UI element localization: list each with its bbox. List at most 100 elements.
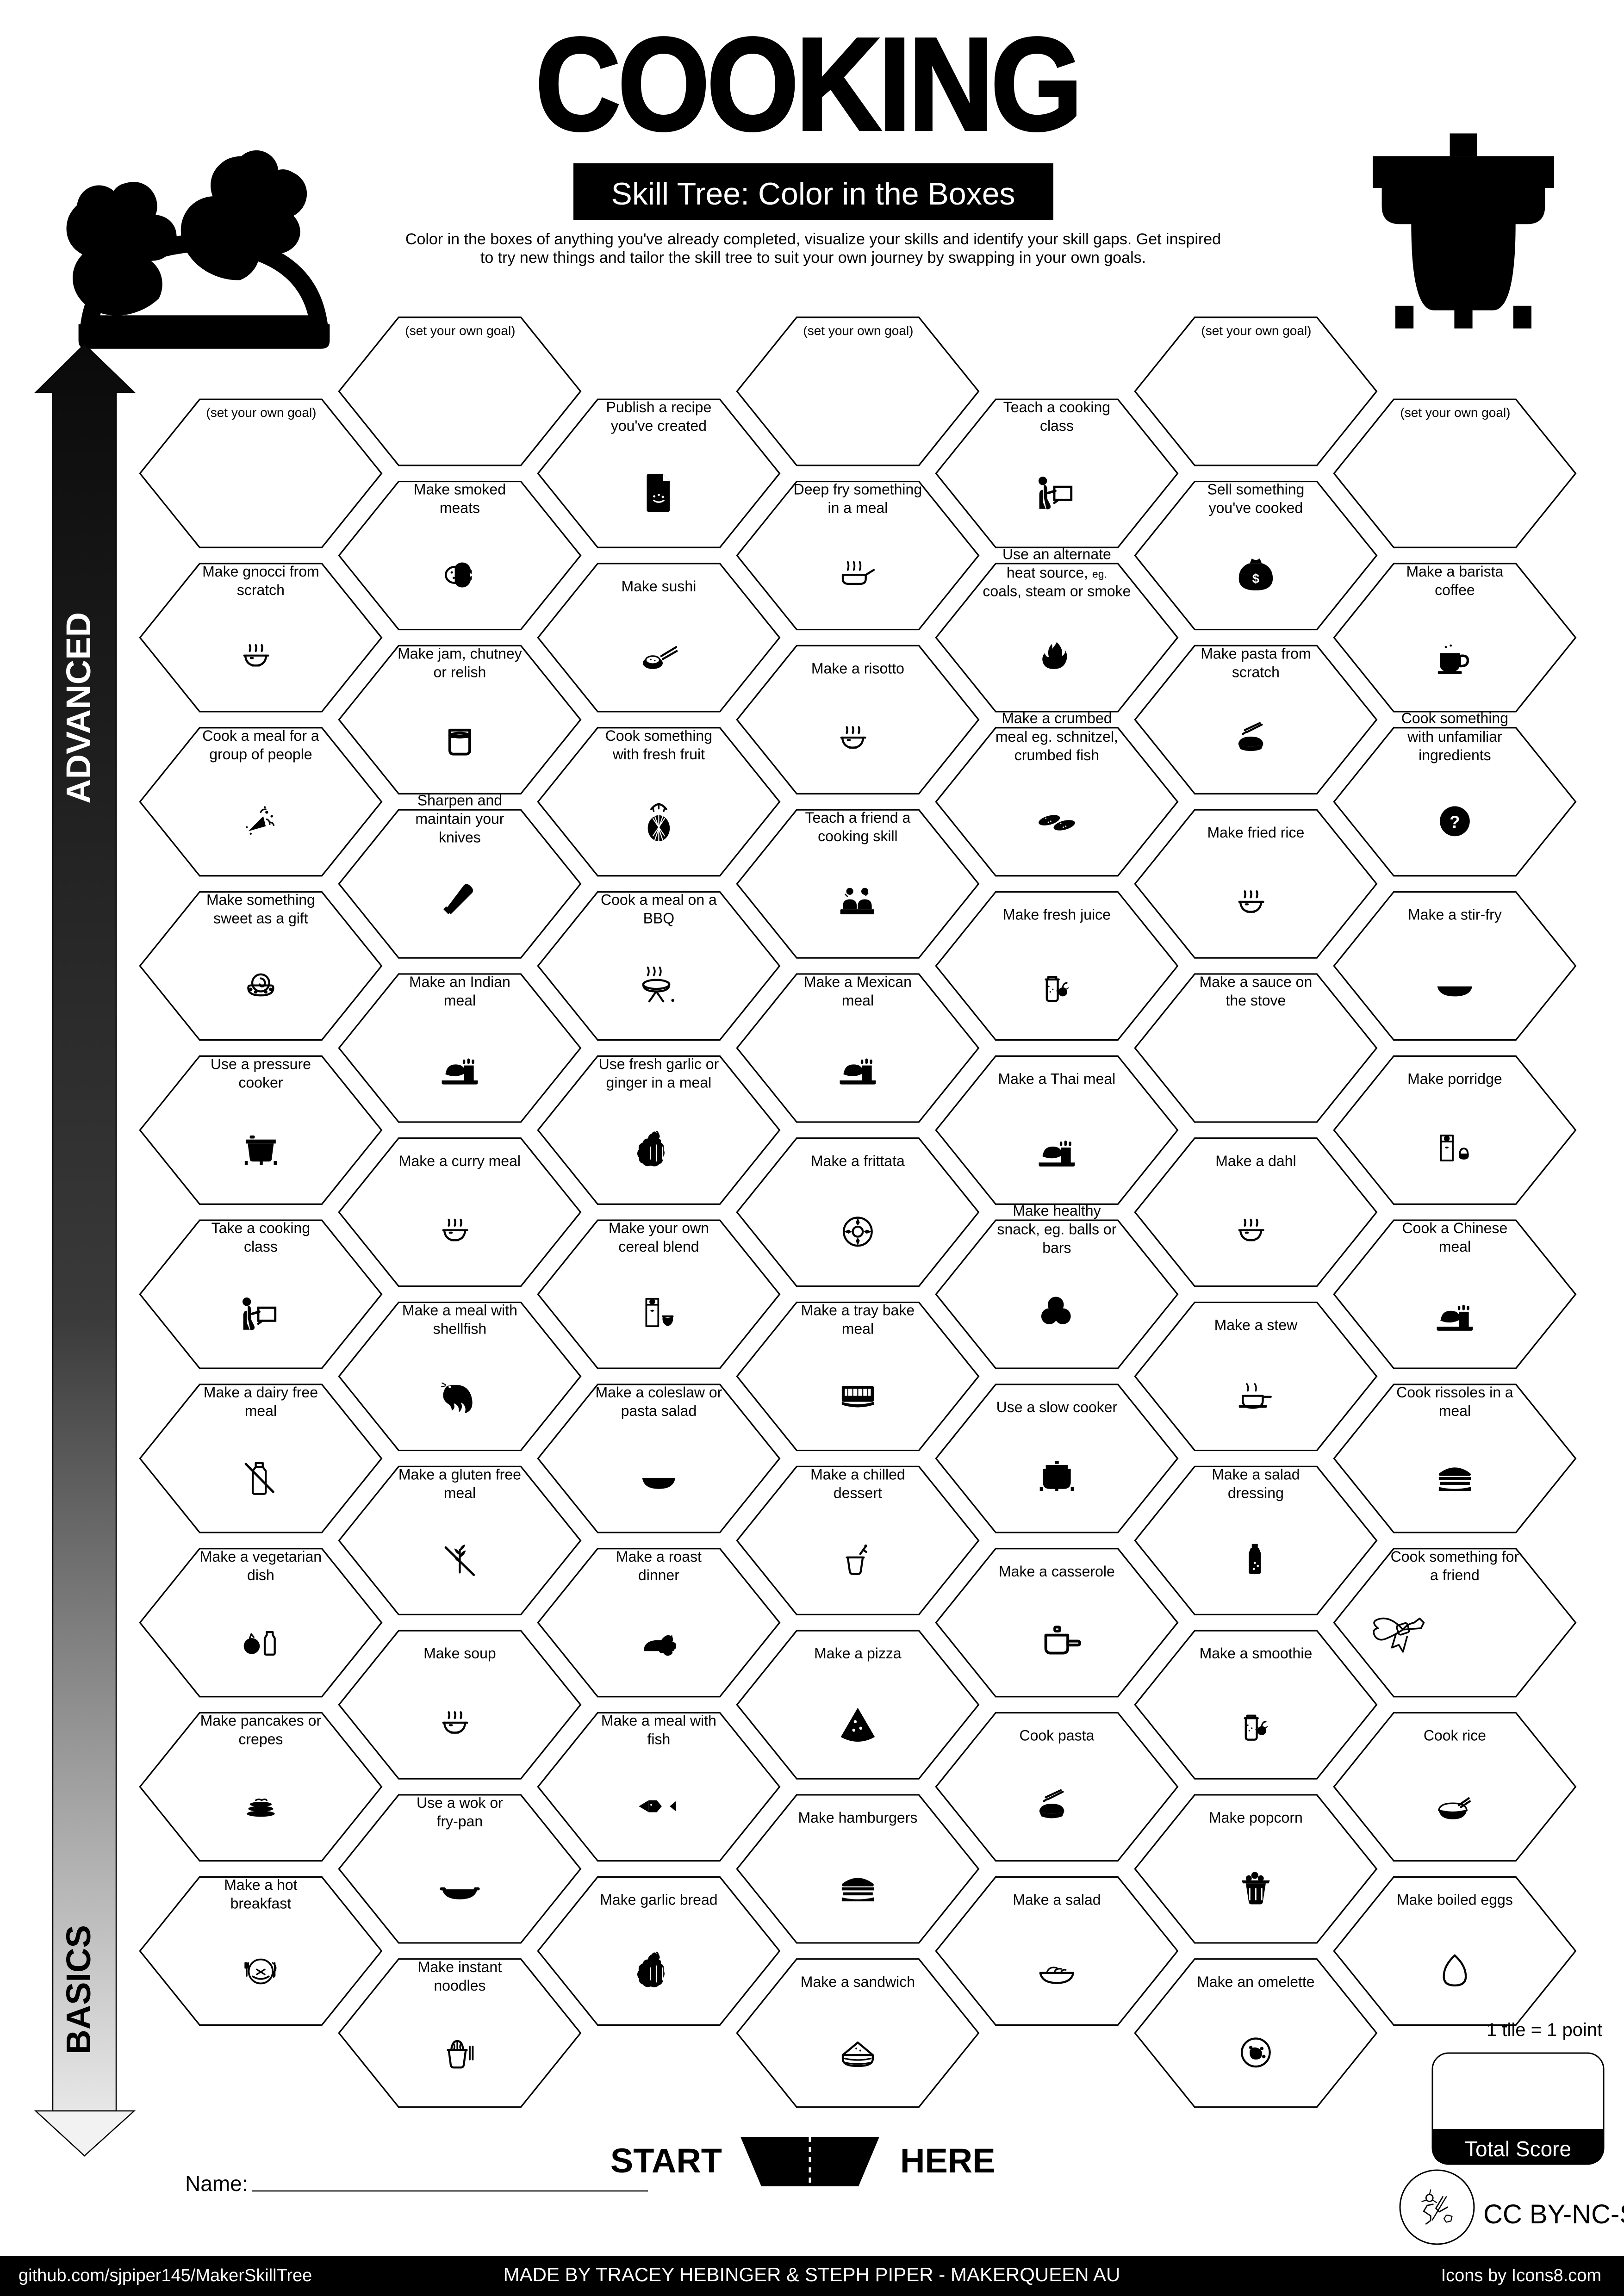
svg-text:Cook rice: Cook rice [1424, 1727, 1486, 1744]
svg-text:Make fresh juice: Make fresh juice [1003, 906, 1111, 923]
svg-text:$: $ [1252, 571, 1260, 586]
svg-text:Make a coleslaw or: Make a coleslaw or [595, 1384, 722, 1401]
svg-text:Teach a cooking: Teach a cooking [1003, 399, 1110, 416]
svg-text:Make your own: Make your own [609, 1220, 709, 1236]
svg-text:Make a dahl: Make a dahl [1215, 1153, 1296, 1169]
svg-text:meal: meal [842, 992, 874, 1009]
svg-text:Use a pressure: Use a pressure [211, 1055, 311, 1072]
svg-text:github.com/sjpiper145/MakerSki: github.com/sjpiper145/MakerSkillTree [19, 2266, 312, 2285]
svg-text:noodles: noodles [434, 1977, 485, 1994]
svg-text:Total Score: Total Score [1465, 2137, 1571, 2161]
svg-text:dessert: dessert [834, 1484, 882, 1501]
svg-text:Make gnocci from: Make gnocci from [202, 563, 319, 580]
svg-text:dinner: dinner [638, 1567, 679, 1583]
svg-text:Make a curry meal: Make a curry meal [399, 1153, 521, 1169]
svg-text:Cook a Chinese: Cook a Chinese [1402, 1220, 1508, 1236]
svg-text:Make a sauce on: Make a sauce on [1200, 974, 1313, 990]
svg-text:Make a stir-fry: Make a stir-fry [1408, 906, 1502, 923]
svg-text:Make a smoothie: Make a smoothie [1200, 1645, 1313, 1662]
svg-text:BASICS: BASICS [59, 1925, 98, 2054]
svg-text:Make a meal with: Make a meal with [601, 1713, 716, 1729]
svg-text:Make an omelette: Make an omelette [1197, 1973, 1314, 1990]
svg-text:Make a stew: Make a stew [1214, 1317, 1298, 1334]
svg-text:ADVANCED: ADVANCED [59, 612, 98, 804]
svg-text:Sell something: Sell something [1207, 481, 1304, 498]
svg-text:coals, steam or smoke: coals, steam or smoke [983, 583, 1131, 599]
svg-text:Use a slow cooker: Use a slow cooker [996, 1399, 1118, 1415]
svg-text:CC BY-NC-SA 4.0: CC BY-NC-SA 4.0 [1483, 2199, 1624, 2229]
svg-text:ingredients: ingredients [1419, 747, 1491, 763]
svg-text:to try new things and tailor t: to try new things and tailor the skill t… [480, 249, 1146, 267]
svg-text:1 tile = 1 point: 1 tile = 1 point [1487, 2020, 1602, 2040]
svg-text:maintain your: maintain your [415, 811, 504, 827]
svg-text:Make a salad: Make a salad [1013, 1891, 1101, 1908]
svg-text:Make a risotto: Make a risotto [811, 660, 904, 676]
svg-text:with unfamiliar: with unfamiliar [1407, 728, 1502, 745]
svg-text:Make a hot: Make a hot [224, 1876, 297, 1893]
svg-text:pasta salad: pasta salad [621, 1402, 697, 1419]
svg-text:breakfast: breakfast [230, 1895, 292, 1911]
svg-text:Cook something: Cook something [1401, 710, 1508, 726]
svg-text:Teach a friend a: Teach a friend a [805, 809, 911, 826]
svg-text:scratch: scratch [237, 582, 285, 598]
svg-text:Make a roast: Make a roast [616, 1548, 702, 1565]
svg-text:Make healthy: Make healthy [1013, 1203, 1101, 1219]
svg-text:Make a vegetarian: Make a vegetarian [200, 1548, 322, 1565]
svg-text:snack, eg. balls or: snack, eg. balls or [997, 1221, 1116, 1238]
svg-text:Make hamburgers: Make hamburgers [798, 1809, 917, 1826]
svg-text:Cook pasta: Cook pasta [1019, 1727, 1094, 1744]
svg-text:START: START [610, 2141, 722, 2180]
svg-text:heat source, eg.: heat source, eg. [1007, 564, 1107, 581]
svg-text:meal: meal [842, 1321, 874, 1337]
svg-text:in a meal: in a meal [828, 500, 888, 516]
svg-text:Make a sandwich: Make a sandwich [801, 1973, 915, 1990]
svg-text:dressing: dressing [1228, 1484, 1284, 1501]
svg-text:Make jam, chutney: Make jam, chutney [398, 645, 522, 662]
svg-text:shellfish: shellfish [433, 1321, 487, 1337]
svg-text:meal eg. schnitzel,: meal eg. schnitzel, [996, 728, 1118, 745]
svg-text:Make smoked: Make smoked [414, 481, 506, 498]
svg-text:sweet as a gift: sweet as a gift [213, 910, 308, 927]
svg-text:Cook something: Cook something [605, 727, 712, 744]
svg-text:Make a barista: Make a barista [1406, 563, 1503, 580]
svg-text:Sharpen and: Sharpen and [417, 792, 502, 809]
svg-text:meal: meal [1439, 1238, 1471, 1255]
svg-text:Make a chilled: Make a chilled [810, 1466, 905, 1483]
svg-text:Use an alternate: Use an alternate [1002, 546, 1111, 562]
svg-text:Make an Indian: Make an Indian [409, 974, 510, 990]
svg-text:Make a tray bake: Make a tray bake [801, 1302, 915, 1319]
svg-text:Make fried rice: Make fried rice [1207, 824, 1304, 841]
svg-text:fish: fish [647, 1731, 671, 1748]
svg-text:Make a frittata: Make a frittata [811, 1153, 905, 1169]
svg-text:Make soup: Make soup [423, 1645, 496, 1662]
svg-text:bars: bars [1042, 1240, 1071, 1256]
svg-text:(set your own goal): (set your own goal) [1400, 405, 1510, 420]
svg-text:with fresh fruit: with fresh fruit [612, 746, 705, 763]
svg-text:Cook a meal for a: Cook a meal for a [202, 727, 319, 744]
svg-text:Name:: Name: [185, 2172, 248, 2196]
svg-text:MADE BY TRACEY HEBINGER & STEP: MADE BY TRACEY HEBINGER & STEPH PIPER - … [504, 2264, 1120, 2285]
svg-text:you've created: you've created [611, 417, 707, 434]
svg-text:meats: meats [440, 500, 480, 516]
svg-text:Color in the boxes of anything: Color in the boxes of anything you've al… [405, 230, 1221, 248]
svg-text:Make a pizza: Make a pizza [814, 1645, 902, 1662]
svg-text:crepes: crepes [238, 1731, 283, 1748]
svg-text:Publish a recipe: Publish a recipe [606, 399, 712, 416]
svg-text:Make a gluten free: Make a gluten free [398, 1466, 521, 1483]
svg-text:Make a crumbed: Make a crumbed [1002, 710, 1112, 726]
svg-text:crumbed fish: crumbed fish [1014, 747, 1099, 763]
svg-text:or relish: or relish [433, 664, 486, 680]
svg-text:Skill Tree: Color in the Boxes: Skill Tree: Color in the Boxes [611, 176, 1015, 211]
svg-text:meal: meal [444, 992, 476, 1009]
svg-text:Make a casserole: Make a casserole [999, 1563, 1115, 1580]
svg-text:Make popcorn: Make popcorn [1209, 1809, 1303, 1826]
svg-text:Make instant: Make instant [418, 1959, 502, 1975]
svg-text:the stove: the stove [1226, 992, 1286, 1009]
svg-text:ginger in a meal: ginger in a meal [606, 1074, 712, 1091]
svg-text:(set your own goal): (set your own goal) [405, 323, 515, 338]
svg-text:dish: dish [247, 1567, 274, 1583]
svg-text:Cook rissoles in a: Cook rissoles in a [1396, 1384, 1513, 1401]
svg-text:meal: meal [1439, 1402, 1471, 1419]
svg-text:?: ? [1450, 813, 1460, 832]
svg-text:Make boiled eggs: Make boiled eggs [1397, 1891, 1513, 1908]
